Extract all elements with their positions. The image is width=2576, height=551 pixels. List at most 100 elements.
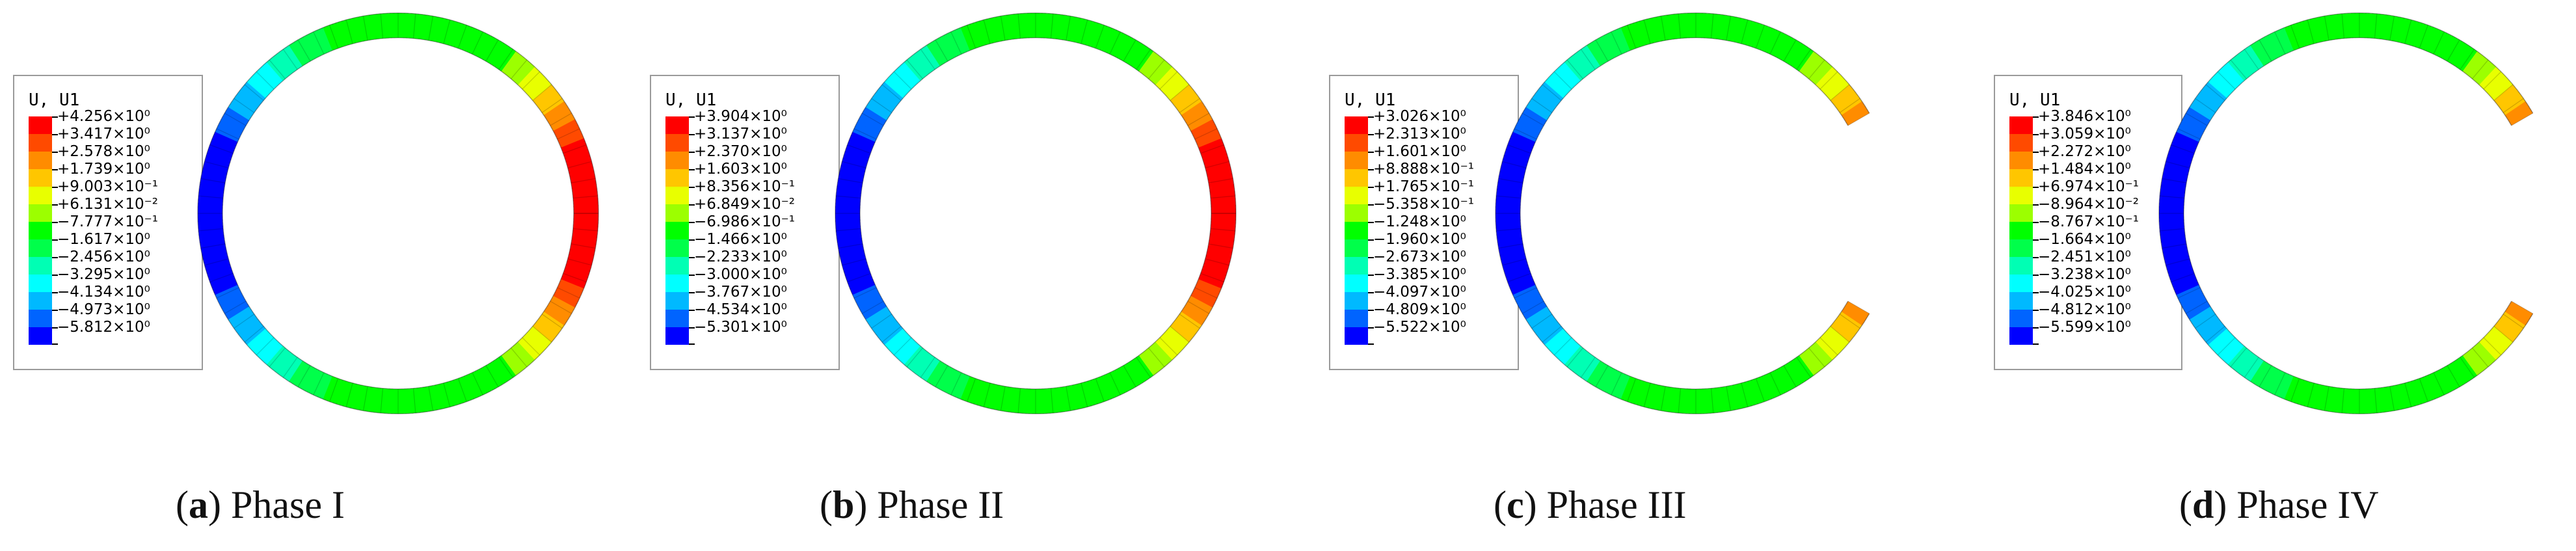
ring-segment <box>2426 28 2441 53</box>
mesh-line <box>2290 378 2300 402</box>
ring-segment <box>1200 143 1226 157</box>
mesh-line <box>1170 84 1190 101</box>
ring-segment <box>2497 88 2519 108</box>
ring-segment <box>200 178 226 187</box>
mesh-line <box>1502 258 1527 266</box>
ring-segment <box>526 75 547 96</box>
ring-segment <box>2214 72 2236 92</box>
ring-segment <box>548 300 572 317</box>
mesh-line <box>200 243 226 249</box>
mesh-line <box>1109 372 1121 396</box>
ring-segment <box>554 121 578 137</box>
ring-segment <box>474 33 489 57</box>
ring-segment <box>1592 364 1609 388</box>
ring-segment <box>1619 26 1633 51</box>
legend-tick-label: −3.295×10⁰ <box>57 266 150 283</box>
legend-tick-label: +6.131×10⁻² <box>57 196 159 213</box>
ring-segment <box>863 107 887 124</box>
ring-segment <box>1840 100 1864 118</box>
mesh-line <box>1595 39 1609 62</box>
mesh-line <box>1660 386 1666 411</box>
ring-segment <box>323 376 337 401</box>
ring-segment <box>1173 88 1196 108</box>
ring-segment <box>2219 66 2240 88</box>
legend-tick-label: −1.960×10⁰ <box>1373 231 1466 248</box>
mesh-line <box>1136 356 1151 378</box>
ring-segment <box>1798 50 1817 74</box>
ring-segment <box>838 175 863 184</box>
ring-segment <box>1207 249 1232 259</box>
ring-segment <box>2193 311 2216 330</box>
ring-segment <box>1202 263 1228 276</box>
ring-segment <box>1125 40 1142 65</box>
ring-segment <box>1774 34 1790 59</box>
ring-segment <box>2221 64 2242 86</box>
ring-segment <box>2173 279 2199 293</box>
legend-title: U, U1 <box>29 90 80 110</box>
ring-segment <box>2253 362 2270 386</box>
ring-segment <box>295 364 312 388</box>
ring-segment <box>1163 75 1185 96</box>
ring-segment <box>2506 103 2530 120</box>
ring-segment <box>2258 38 2275 62</box>
ring-segment <box>2231 347 2250 370</box>
ring-segment <box>2198 90 2221 109</box>
ring-segment <box>898 342 919 364</box>
ring-segment <box>1533 316 1557 336</box>
mesh-line <box>563 144 587 154</box>
ring-segment <box>1518 116 1542 132</box>
mesh-line <box>428 386 434 411</box>
ring-segment <box>1120 364 1137 389</box>
ring-segment <box>513 343 533 365</box>
ring-segment <box>1801 351 1821 373</box>
mesh-line <box>906 59 923 79</box>
ring-segment <box>1811 343 1831 365</box>
legend-tick-label: −5.358×10⁻¹ <box>1373 196 1475 213</box>
ring-segment <box>1191 121 1216 137</box>
ring-segment <box>2422 375 2436 401</box>
ring-segment <box>532 323 555 342</box>
ring-segment <box>2209 76 2231 97</box>
ring-segment <box>2233 349 2253 373</box>
ring-segment <box>1846 301 1870 317</box>
ring-segment <box>2412 22 2425 47</box>
mesh-line <box>1678 14 1682 39</box>
ring-segment <box>1769 31 1784 56</box>
mesh-line <box>269 59 286 79</box>
legend-title: U, U1 <box>1345 90 1396 110</box>
ring-segment <box>518 338 539 360</box>
ring-segment <box>211 276 236 290</box>
ring-segment <box>1180 100 1204 118</box>
ring-segment <box>1506 144 1531 157</box>
mesh-line <box>2230 347 2247 368</box>
legend-tick-label: −1.248×10⁰ <box>1373 213 1466 230</box>
legend-tick-label: −4.134×10⁰ <box>57 284 150 301</box>
mesh-line <box>1498 178 1523 183</box>
ring-segment <box>1092 23 1105 49</box>
ring-segment <box>238 319 261 338</box>
ring-segment <box>551 114 575 131</box>
ring-segment <box>2449 40 2466 65</box>
ring-segment <box>2162 175 2187 184</box>
mesh-line <box>216 287 239 299</box>
ring-segment <box>1067 16 1078 42</box>
ring-segment <box>1148 345 1168 367</box>
mesh-line <box>1783 39 1797 62</box>
ring-segment <box>2467 349 2487 371</box>
ring-segment <box>1140 52 1159 75</box>
mesh-line <box>950 31 962 55</box>
ring-segment <box>228 306 252 324</box>
legend-tick-label: +3.417×10⁰ <box>57 126 150 142</box>
mesh-line <box>1847 301 1870 314</box>
mesh-line <box>380 14 384 39</box>
mesh-line <box>1769 372 1781 396</box>
ring-segment <box>865 104 889 122</box>
ring-segment <box>2447 363 2464 387</box>
ring-segment <box>2483 334 2505 355</box>
ring-segment <box>271 55 290 78</box>
ring-segment <box>208 270 234 284</box>
ring-segment <box>2283 26 2297 51</box>
ring-segment <box>1129 360 1146 384</box>
ring-segment <box>492 44 511 68</box>
legend-swatch <box>1345 310 1374 327</box>
